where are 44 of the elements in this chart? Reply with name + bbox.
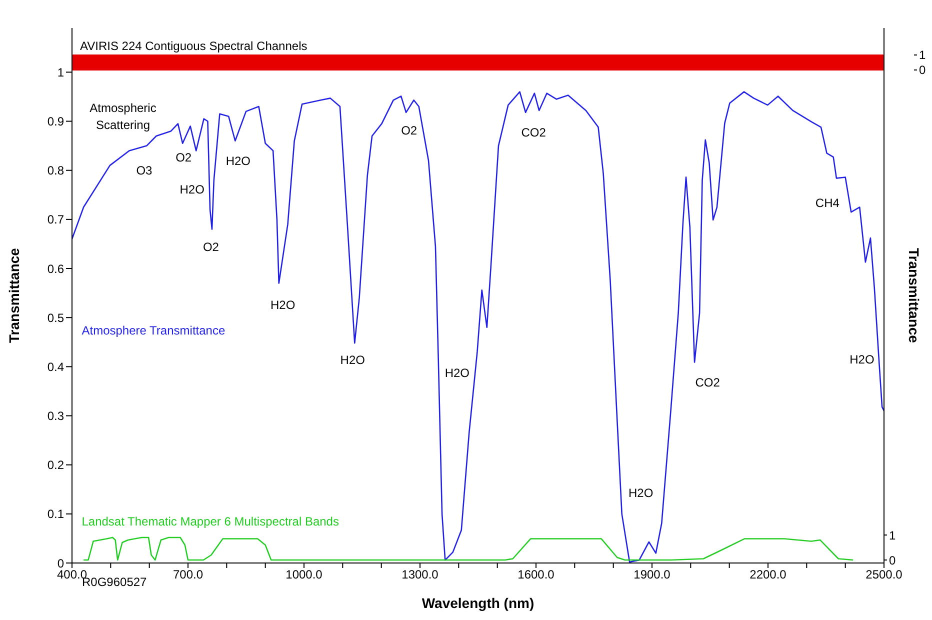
text: Atmosphere Transmittance xyxy=(82,323,226,338)
annotation: CO2 xyxy=(521,125,546,140)
y2-tick-label: 1 xyxy=(889,528,896,542)
annotation: H2O xyxy=(340,353,365,368)
y-tick-label: 1 xyxy=(57,65,64,80)
x-tick-label: 1600.0 xyxy=(518,568,555,582)
y-tick-label: 0.3 xyxy=(47,409,64,424)
y-tick-label: 0.5 xyxy=(47,310,64,325)
annotation: Atmospheric Scattering xyxy=(88,100,158,134)
annotation: O3 xyxy=(136,164,153,178)
y-tick-label: 0.4 xyxy=(47,360,64,374)
x-tick-label: 1000.0 xyxy=(286,568,323,582)
annotation: O2 xyxy=(176,150,192,164)
y-tick-label: 0.1 xyxy=(47,507,64,522)
x-tick-label: 1900.0 xyxy=(634,568,671,582)
line-series xyxy=(82,536,854,561)
y-tick-label: 0.8 xyxy=(47,164,64,178)
x-tick-label: 2200.0 xyxy=(750,568,787,582)
annotation: H2O xyxy=(270,298,296,312)
annotation: CH4 xyxy=(815,196,840,210)
y2-tick-label: 0 xyxy=(889,553,896,568)
annotation: H2O xyxy=(226,154,251,168)
annotation: O2 xyxy=(401,123,418,138)
annotation: H2O xyxy=(850,352,874,366)
annotation: H2O xyxy=(628,486,654,500)
x-tick-label: 2500.0 xyxy=(866,568,903,582)
annotation: H2O xyxy=(444,366,470,380)
y2-axis-title: Transmittance xyxy=(906,248,922,344)
x-axis-title: Wavelength (nm) xyxy=(422,595,534,611)
annotation: O2 xyxy=(202,240,220,254)
y-tick-label: 0.6 xyxy=(47,262,64,276)
band-label: AVIRIS 224 Contiguous Spectral Channels xyxy=(80,38,308,53)
y-tick-label: 0.9 xyxy=(47,114,64,129)
annotation: H2O xyxy=(180,182,204,197)
annotation: CO2 xyxy=(695,375,720,390)
x-tick-label: 700.0 xyxy=(172,568,204,582)
y-tick-label: 0 xyxy=(57,556,64,570)
y3-tick-label: 1 xyxy=(919,48,926,62)
y-tick-label: 0.7 xyxy=(47,212,64,227)
y-axis-title: Transmittance xyxy=(6,248,22,343)
y-tick-label: 0.2 xyxy=(47,458,64,472)
y3-tick-label: 0 xyxy=(919,63,926,78)
x-tick-label: 1300.0 xyxy=(402,568,439,582)
series-label: Landsat Thematic Mapper 6 Multispectral Bands xyxy=(82,514,339,528)
